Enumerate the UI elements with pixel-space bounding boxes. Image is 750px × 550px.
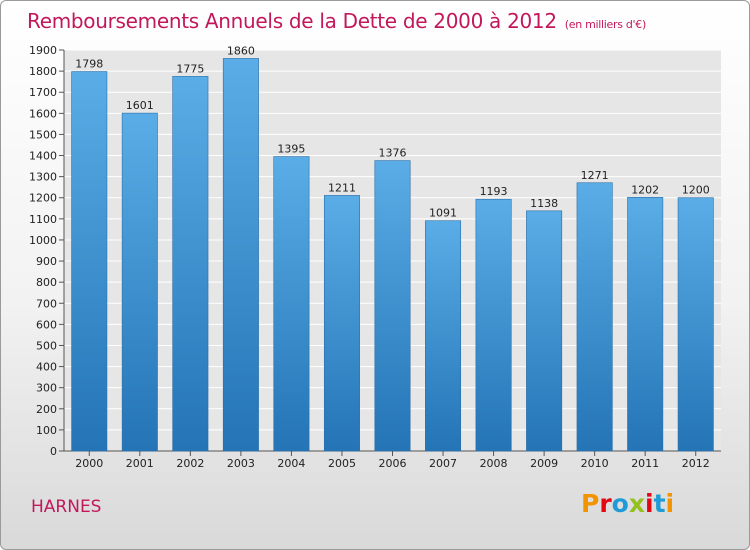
data-label-2006: 1376 [379, 147, 407, 160]
logo-letter: x [628, 489, 645, 518]
data-label-2010: 1271 [581, 169, 609, 182]
data-label-2011: 1202 [631, 183, 659, 196]
x-tick-label-2005: 2005 [328, 457, 356, 470]
data-label-2008: 1193 [480, 185, 508, 198]
y-tick-label: 100 [36, 424, 57, 437]
bar-2007 [425, 220, 462, 452]
chart-title: Remboursements Annuels de la Dette de 20… [27, 9, 646, 33]
x-tick-label-2011: 2011 [631, 457, 659, 470]
logo-letter: i [645, 489, 654, 518]
chart-title-text: Remboursements Annuels de la Dette de 20… [27, 9, 557, 33]
x-tick-label-2002: 2002 [176, 457, 204, 470]
y-tick-label: 800 [36, 276, 57, 289]
commune-name: HARNES [31, 497, 102, 517]
data-label-2007: 1091 [429, 207, 457, 220]
data-label-2001: 1601 [126, 99, 154, 112]
x-tick-label-2007: 2007 [429, 457, 457, 470]
bar-2010 [576, 182, 613, 452]
proxiti-logo[interactable]: Proxiti [581, 489, 691, 521]
chart-subtitle: (en milliers d'€) [564, 18, 646, 31]
logo-letter: r [599, 489, 612, 518]
bar-2003 [222, 58, 259, 452]
y-tick-label: 1500 [29, 128, 57, 141]
data-label-2009: 1138 [530, 197, 558, 210]
y-tick-label: 200 [36, 403, 57, 416]
y-tick-label: 1700 [29, 86, 57, 99]
data-label-2012: 1200 [682, 184, 710, 197]
data-label-2003: 1860 [227, 44, 255, 57]
bar-2008 [475, 198, 512, 452]
x-tick-label-2004: 2004 [277, 457, 305, 470]
y-tick-label: 400 [36, 361, 57, 374]
x-tick-label-2012: 2012 [682, 457, 710, 470]
x-tick-label-2009: 2009 [530, 457, 558, 470]
data-label-2004: 1395 [277, 143, 305, 156]
logo-letter: o [611, 489, 629, 518]
bar-2000 [71, 71, 108, 452]
bar-2004 [273, 156, 310, 452]
y-tick-label: 0 [50, 445, 57, 458]
x-tick-label-2001: 2001 [126, 457, 154, 470]
y-tick-label: 900 [36, 255, 57, 268]
x-tick-label-2006: 2006 [379, 457, 407, 470]
x-tick-label-2003: 2003 [227, 457, 255, 470]
data-label-2000: 1798 [75, 58, 103, 71]
y-tick-label: 1200 [29, 192, 57, 205]
y-tick-label: 1400 [29, 150, 57, 163]
bar-2001 [121, 112, 158, 452]
bar-2005 [323, 195, 360, 452]
data-label-2002: 1775 [176, 62, 204, 75]
y-tick-label: 1800 [29, 65, 57, 78]
y-tick-label: 300 [36, 382, 57, 395]
bar-2009 [526, 210, 563, 452]
y-tick-label: 600 [36, 318, 57, 331]
bar-2002 [172, 76, 209, 452]
logo-letter: i [665, 489, 675, 518]
y-tick-label: 1300 [29, 171, 57, 184]
bar-2006 [374, 160, 411, 452]
y-tick-label: 1600 [29, 107, 57, 120]
y-tick-label: 1100 [29, 213, 57, 226]
bar-2011 [627, 197, 664, 452]
logo-letter: P [581, 489, 600, 518]
bar-2012 [677, 197, 714, 452]
x-tick-label-2000: 2000 [75, 457, 103, 470]
x-tick-label-2008: 2008 [480, 457, 508, 470]
x-tick-label-2010: 2010 [581, 457, 609, 470]
y-tick-label: 1900 [29, 44, 57, 57]
data-label-2005: 1211 [328, 181, 356, 194]
y-tick-label: 1000 [29, 234, 57, 247]
logo-letter: t [653, 489, 666, 518]
y-tick-label: 700 [36, 297, 57, 310]
y-tick-label: 500 [36, 339, 57, 352]
